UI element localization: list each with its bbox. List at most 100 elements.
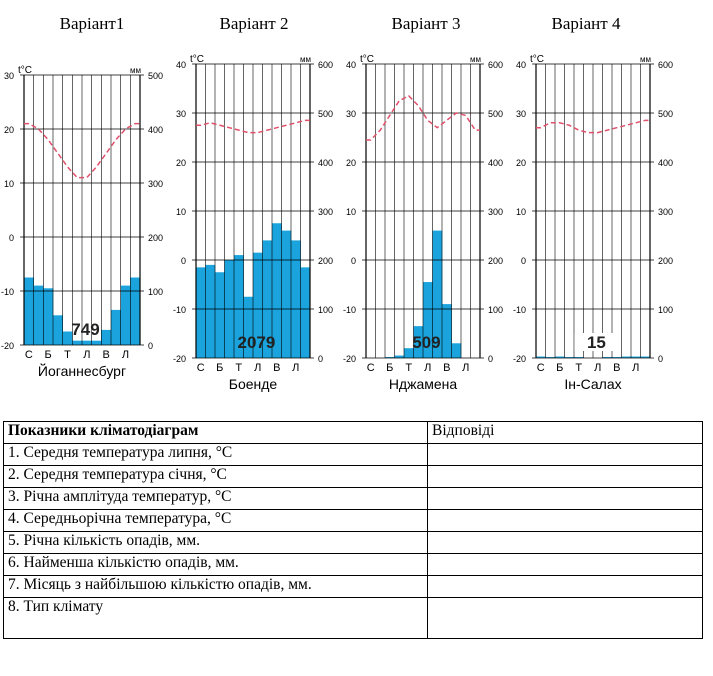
temp-unit-label: t°C	[190, 54, 204, 65]
month-label: Б	[216, 362, 223, 374]
temp-tick-label: 0	[181, 256, 186, 266]
month-label: Л	[254, 362, 261, 374]
temp-tick-label: 30	[346, 109, 356, 119]
precip-bar	[300, 267, 311, 358]
precip-unit-label: мм	[130, 66, 141, 75]
precip-tick-label: 100	[658, 305, 673, 315]
precip-bar	[612, 357, 622, 358]
answer-cell[interactable]	[427, 465, 703, 488]
month-label: Т	[64, 349, 71, 361]
temp-tick-label: 40	[346, 60, 356, 70]
temp-tick-label: -10	[1, 287, 14, 297]
precip-tick-label: 0	[318, 354, 323, 364]
annual-total-bg	[574, 333, 619, 351]
precip-tick-label: 100	[148, 287, 163, 297]
table-row: 1. Середня температура липня, °С	[3, 443, 703, 466]
month-label: С	[197, 362, 205, 374]
month-label: С	[367, 362, 375, 374]
temp-tick-label: -10	[513, 305, 526, 315]
month-label: Т	[235, 362, 242, 374]
precip-bar	[72, 340, 83, 345]
row-label: 4. Середньорічна температура, °С	[3, 509, 428, 532]
table-row: 8. Тип клімату	[3, 597, 703, 639]
answer-cell[interactable]	[427, 509, 703, 532]
precip-bar	[53, 315, 63, 345]
table-header-answers: Відповіді	[427, 421, 703, 444]
answer-cell[interactable]	[427, 597, 703, 639]
month-label: С	[25, 349, 33, 361]
precip-bar	[262, 240, 273, 358]
table-row: 2. Середня температура січня, °С	[3, 465, 703, 488]
precip-tick-label: 500	[658, 109, 673, 119]
precip-bar	[291, 240, 301, 358]
precip-unit-label: мм	[300, 55, 311, 64]
precip-bar	[234, 255, 244, 358]
annual-precip-total: 2079	[238, 333, 276, 352]
table-row: 6. Найменша кількістю опадів, мм.	[3, 553, 703, 576]
precip-bar	[111, 309, 121, 345]
answer-cell[interactable]	[427, 531, 703, 554]
station-name: Йоганнесбург	[38, 362, 126, 379]
annual-precip-total: 749	[71, 320, 99, 339]
answer-cell[interactable]	[427, 487, 703, 510]
station-name: Ін-Салах	[564, 376, 621, 392]
temp-tick-label: 10	[176, 207, 186, 217]
answer-cell[interactable]	[427, 443, 703, 466]
precip-tick-label: 400	[148, 125, 163, 135]
temp-tick-label: 20	[176, 158, 186, 168]
temp-tick-label: 10	[4, 179, 14, 189]
precip-tick-label: 300	[488, 207, 503, 217]
precip-bar	[451, 343, 462, 358]
temp-unit-label: t°C	[530, 54, 544, 65]
precip-bar	[243, 296, 254, 358]
precip-bar	[640, 356, 651, 358]
precip-tick-label: 200	[488, 256, 503, 266]
precip-tick-label: 400	[488, 158, 503, 168]
row-label: 5. Річна кількість опадів, мм.	[3, 531, 428, 554]
answer-cell[interactable]	[427, 553, 703, 576]
month-label: Б	[556, 362, 563, 374]
month-label: В	[273, 362, 280, 374]
precip-tick-label: 300	[318, 207, 333, 217]
precip-bar	[196, 267, 206, 358]
variant-title-4: Варіант 4	[551, 14, 621, 33]
temp-tick-label: 0	[351, 256, 356, 266]
precip-tick-label: 200	[658, 256, 673, 266]
questions-table: Показники кліматодіаграм Відповіді 1. Се…	[3, 421, 703, 639]
temp-tick-label: 30	[516, 109, 526, 119]
variant-title-2: Варіант 2	[219, 14, 289, 33]
precip-tick-label: 400	[318, 158, 333, 168]
precip-tick-label: 600	[658, 60, 673, 70]
precip-bar	[394, 355, 405, 358]
precip-bar	[631, 356, 641, 358]
temp-unit-label: t°C	[360, 54, 374, 65]
temperature-line	[24, 122, 140, 179]
precip-bar	[62, 331, 73, 345]
temp-tick-label: -20	[1, 341, 14, 351]
table-header-row: Показники кліматодіаграм Відповіді	[3, 421, 703, 444]
temp-tick-label: -20	[173, 354, 186, 364]
temp-tick-label: 10	[516, 207, 526, 217]
month-label: Л	[83, 349, 90, 361]
temp-tick-label: 30	[176, 109, 186, 119]
temp-tick-label: 20	[346, 158, 356, 168]
month-label: Т	[575, 362, 582, 374]
station-name: Нджамена	[389, 376, 458, 392]
month-label: Л	[424, 362, 431, 374]
precip-bar	[621, 356, 632, 358]
month-label: С	[537, 362, 545, 374]
month-label: Т	[405, 362, 412, 374]
table-header-indicators: Показники кліматодіаграм	[3, 421, 428, 444]
precip-tick-label: 500	[148, 71, 163, 81]
precip-bar	[253, 252, 263, 358]
answer-cell[interactable]	[427, 575, 703, 598]
temp-tick-label: 20	[516, 158, 526, 168]
precip-bar	[385, 357, 395, 358]
temp-tick-label: 20	[4, 125, 14, 135]
precip-tick-label: 600	[488, 60, 503, 70]
table-row: 5. Річна кількість опадів, мм.	[3, 531, 703, 554]
month-label: Л	[462, 362, 469, 374]
temp-tick-label: 40	[176, 60, 186, 70]
precip-bar	[432, 230, 443, 358]
precip-bar	[536, 356, 546, 358]
